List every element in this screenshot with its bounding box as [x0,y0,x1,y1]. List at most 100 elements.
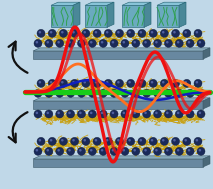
Circle shape [133,91,136,94]
Circle shape [138,79,146,87]
Circle shape [50,31,52,33]
Circle shape [197,110,205,118]
Polygon shape [203,48,210,59]
Circle shape [46,91,49,94]
Polygon shape [33,98,210,101]
Circle shape [34,39,42,47]
Polygon shape [33,159,203,167]
Circle shape [101,91,103,94]
Polygon shape [85,2,114,5]
Circle shape [140,139,142,142]
Circle shape [140,81,142,84]
Circle shape [90,149,92,152]
Polygon shape [122,2,151,5]
Polygon shape [33,51,203,59]
Circle shape [186,89,194,97]
Circle shape [34,89,42,97]
Circle shape [154,39,161,47]
Circle shape [133,41,136,43]
Circle shape [196,81,198,84]
Circle shape [160,137,168,145]
Circle shape [197,147,205,155]
Circle shape [34,110,42,118]
Circle shape [117,81,120,84]
Circle shape [34,147,42,155]
Circle shape [110,147,118,155]
Circle shape [188,41,190,43]
Circle shape [121,110,129,118]
Circle shape [127,137,135,145]
Circle shape [171,29,180,37]
Circle shape [57,91,60,94]
Circle shape [188,112,190,114]
Circle shape [144,112,147,114]
Circle shape [61,31,64,33]
Circle shape [48,29,56,37]
Circle shape [68,149,71,152]
Circle shape [186,147,194,155]
Circle shape [166,112,168,114]
Circle shape [48,79,56,87]
Circle shape [99,89,107,97]
Circle shape [132,89,140,97]
Circle shape [56,110,64,118]
Circle shape [93,29,101,37]
Polygon shape [157,5,179,27]
Circle shape [82,29,90,37]
Circle shape [199,112,201,114]
Circle shape [67,39,75,47]
Circle shape [99,147,107,155]
Circle shape [197,89,205,97]
Circle shape [68,112,71,114]
Circle shape [199,91,201,94]
Circle shape [149,137,157,145]
Circle shape [175,110,183,118]
Circle shape [144,41,147,43]
Polygon shape [33,156,210,159]
Polygon shape [144,2,151,27]
Polygon shape [203,98,210,109]
Circle shape [112,41,114,43]
Circle shape [61,81,64,84]
Circle shape [101,41,103,43]
Circle shape [164,89,172,97]
Circle shape [188,149,190,152]
Circle shape [186,39,194,47]
Circle shape [61,139,64,142]
Circle shape [143,147,151,155]
Polygon shape [107,2,114,27]
Circle shape [117,139,120,142]
Polygon shape [203,156,210,167]
Circle shape [132,110,140,118]
Circle shape [138,137,146,145]
Circle shape [59,79,68,87]
Circle shape [184,81,187,84]
Circle shape [56,89,64,97]
Circle shape [199,41,201,43]
Circle shape [115,79,124,87]
Circle shape [151,139,153,142]
Circle shape [39,139,41,142]
Circle shape [71,79,79,87]
Circle shape [104,137,112,145]
Circle shape [128,139,131,142]
Circle shape [115,137,124,145]
Polygon shape [157,2,186,5]
Circle shape [59,29,68,37]
Circle shape [197,39,205,47]
Circle shape [88,89,96,97]
Circle shape [88,110,96,118]
Circle shape [106,81,108,84]
Circle shape [46,112,49,114]
Circle shape [79,149,82,152]
Circle shape [177,41,179,43]
Circle shape [104,79,112,87]
Circle shape [82,79,90,87]
Circle shape [194,79,202,87]
Circle shape [37,137,45,145]
Circle shape [164,39,172,47]
Circle shape [117,31,120,33]
Circle shape [171,137,180,145]
Circle shape [183,79,191,87]
Circle shape [67,89,75,97]
